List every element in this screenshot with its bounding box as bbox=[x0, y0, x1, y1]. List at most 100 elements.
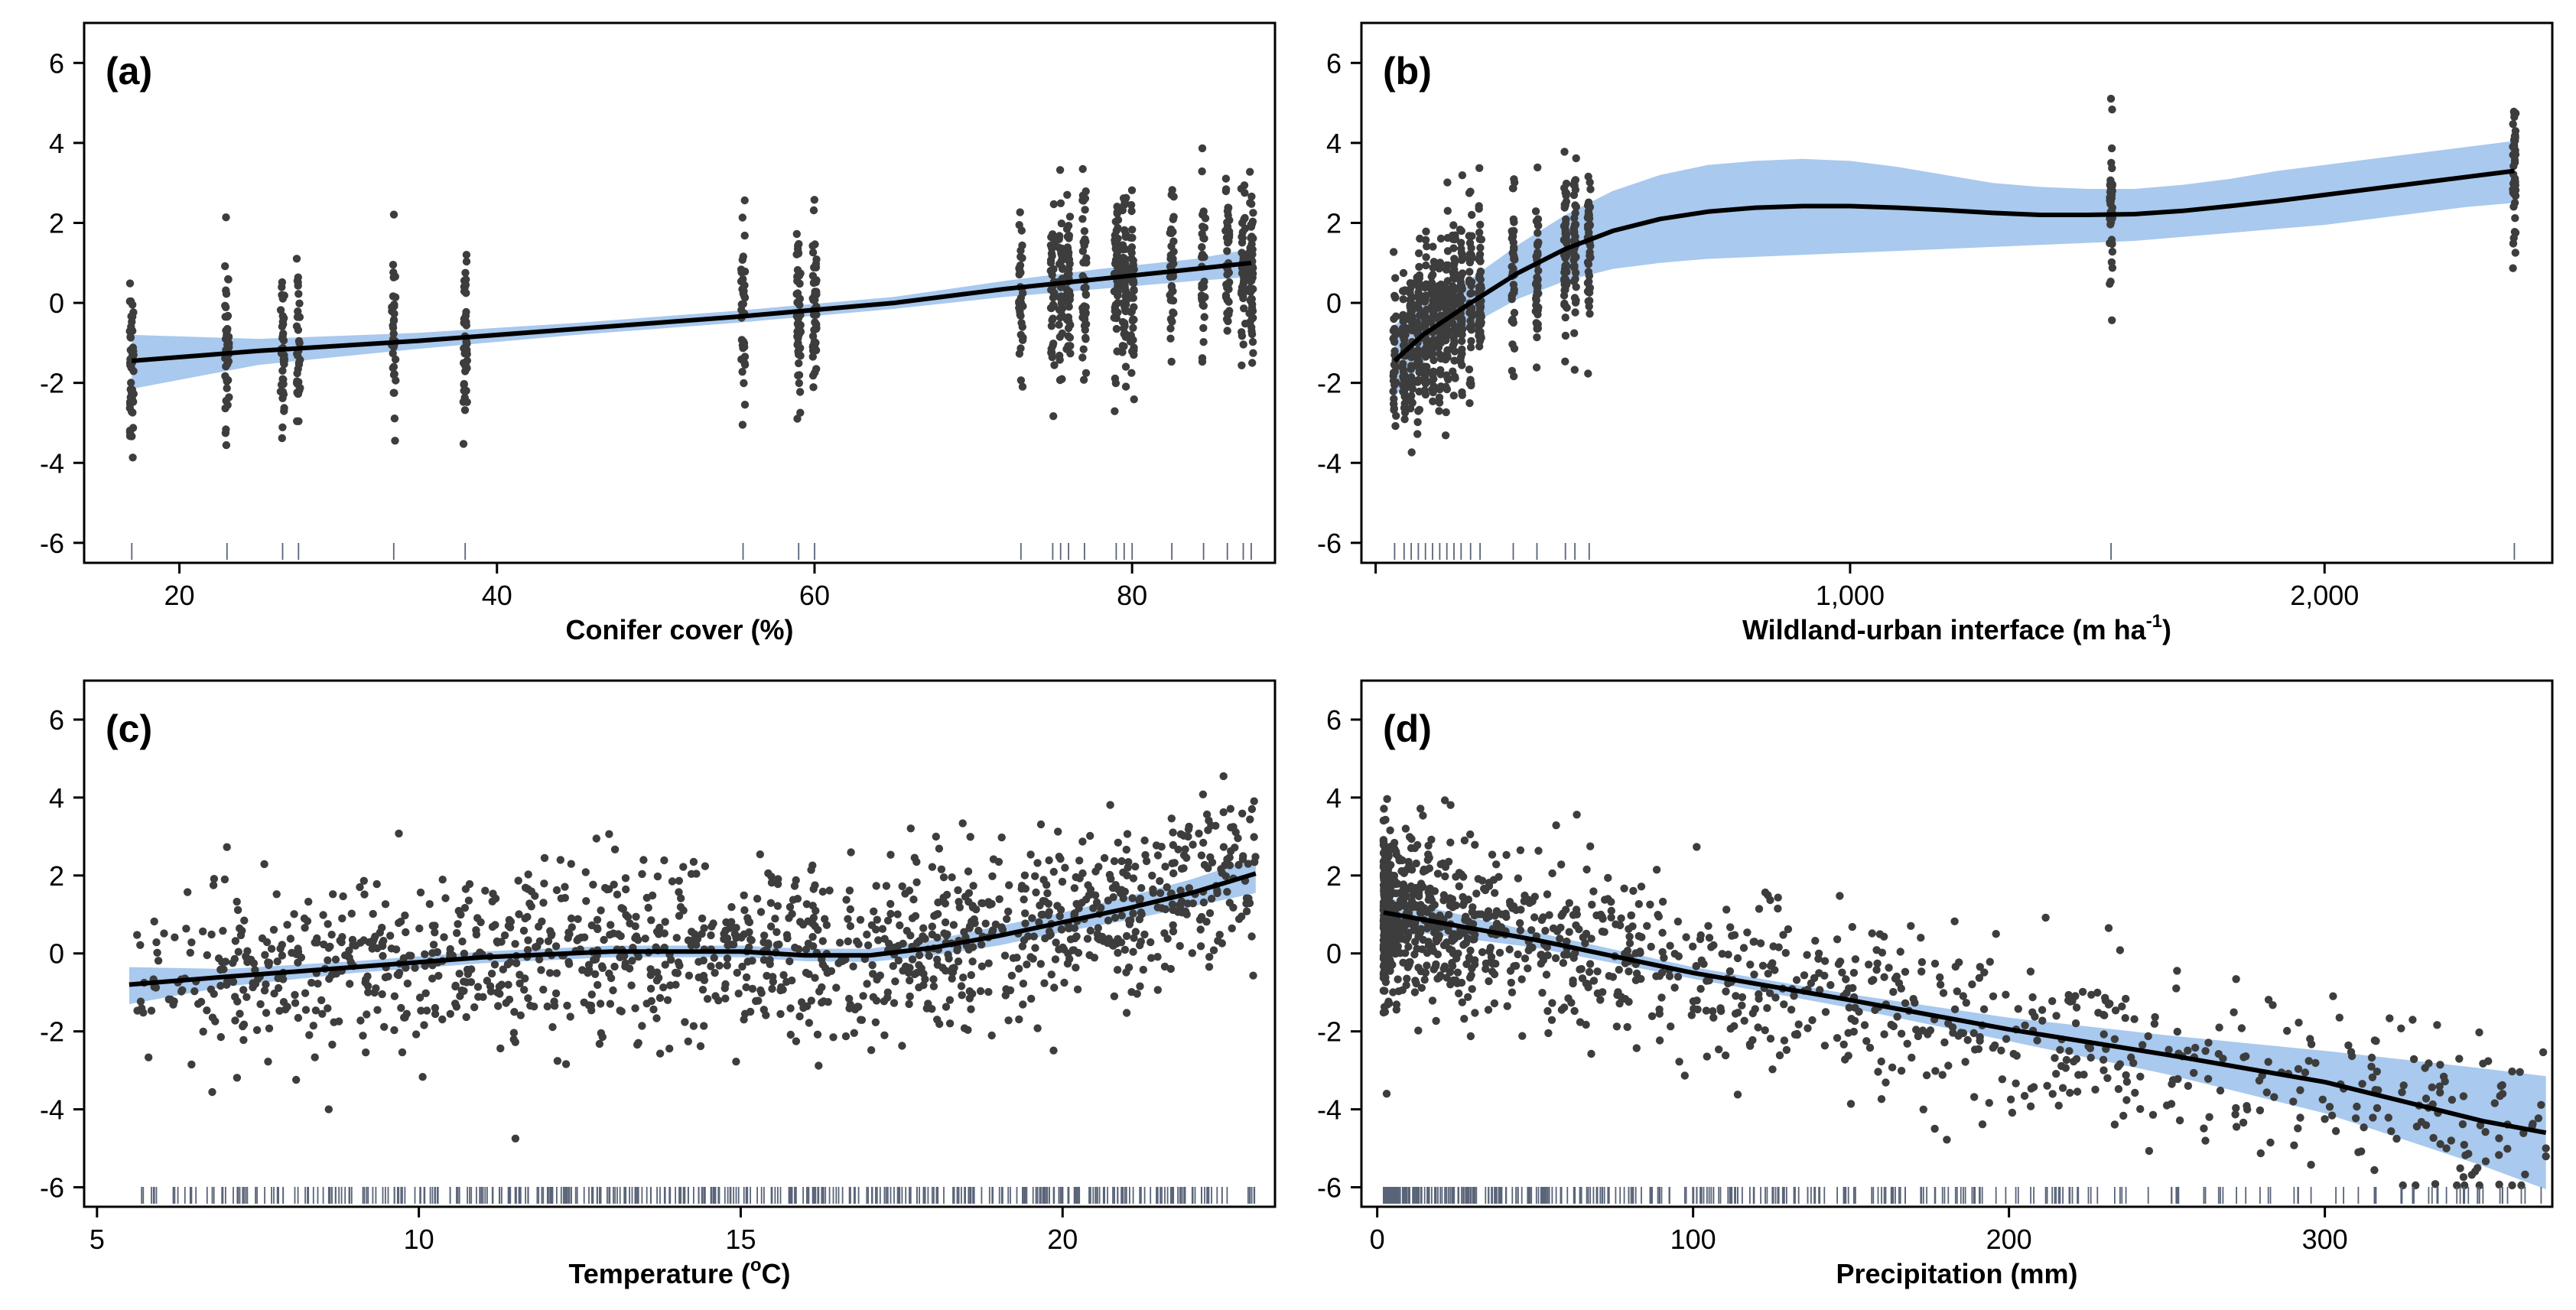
residual-point bbox=[1219, 843, 1228, 851]
residual-point bbox=[1419, 935, 1428, 944]
residual-point bbox=[362, 975, 370, 984]
residual-point bbox=[1442, 371, 1451, 379]
residual-point bbox=[721, 994, 730, 1003]
residual-point bbox=[910, 853, 919, 862]
residual-point bbox=[1129, 336, 1137, 344]
residual-point bbox=[874, 936, 883, 944]
residual-point bbox=[1954, 1032, 1963, 1040]
residual-point bbox=[2294, 1065, 2303, 1074]
residual-point bbox=[1403, 974, 1411, 983]
residual-point bbox=[1466, 343, 1475, 352]
residual-point bbox=[844, 915, 852, 923]
residual-point bbox=[1407, 448, 1416, 457]
residual-point bbox=[1465, 399, 1474, 408]
residual-point bbox=[1128, 226, 1137, 234]
residual-point bbox=[2442, 1144, 2451, 1152]
residual-point bbox=[411, 964, 419, 972]
residual-point bbox=[1083, 935, 1092, 943]
residual-point bbox=[616, 953, 624, 962]
residual-point bbox=[1063, 295, 1072, 304]
residual-point bbox=[1032, 888, 1040, 897]
residual-point bbox=[128, 408, 136, 416]
residual-point bbox=[1587, 1049, 1595, 1058]
residual-point bbox=[1095, 935, 1104, 944]
residual-point bbox=[1021, 884, 1030, 893]
residual-point bbox=[1130, 315, 1138, 324]
residual-point bbox=[2232, 975, 2240, 983]
residual-point bbox=[1692, 961, 1700, 970]
residual-point bbox=[1442, 385, 1452, 394]
residual-point bbox=[2048, 1090, 2057, 1098]
residual-point bbox=[1880, 973, 1888, 981]
residual-point bbox=[2111, 1006, 2120, 1015]
residual-point bbox=[1019, 980, 1028, 988]
residual-point bbox=[2175, 1116, 2184, 1125]
residual-point bbox=[2002, 1035, 2011, 1043]
residual-point bbox=[2121, 1014, 2129, 1022]
residual-point bbox=[2200, 1124, 2208, 1133]
residual-point bbox=[2294, 1124, 2302, 1133]
residual-point bbox=[773, 902, 782, 910]
residual-points bbox=[125, 144, 1257, 462]
residual-point bbox=[1851, 955, 1860, 964]
residual-point bbox=[1129, 909, 1137, 918]
residual-point bbox=[1198, 242, 1206, 252]
residual-point bbox=[1766, 1035, 1775, 1043]
residual-point bbox=[1199, 790, 1208, 799]
residual-point bbox=[197, 997, 206, 1006]
residual-point bbox=[380, 1022, 389, 1032]
residual-point bbox=[2108, 316, 2116, 324]
residual-point bbox=[1598, 927, 1607, 936]
residual-point bbox=[392, 945, 401, 954]
residual-point bbox=[1969, 1029, 1978, 1038]
residual-point bbox=[1416, 909, 1425, 917]
residual-point bbox=[814, 925, 822, 935]
residual-point bbox=[825, 886, 834, 895]
residual-point bbox=[1505, 945, 1514, 954]
residual-point bbox=[1112, 240, 1121, 249]
residual-point bbox=[1556, 935, 1564, 943]
residual-point bbox=[234, 948, 242, 956]
residual-point bbox=[1237, 289, 1246, 298]
residual-point bbox=[2296, 1113, 2304, 1122]
residual-point bbox=[863, 980, 871, 988]
residual-point bbox=[1563, 278, 1571, 286]
residual-point bbox=[1247, 805, 1257, 814]
residual-point bbox=[1450, 337, 1459, 346]
residual-point bbox=[1436, 234, 1446, 243]
residual-point bbox=[1457, 249, 1466, 257]
residual-point bbox=[818, 887, 828, 896]
residual-point bbox=[1201, 214, 1210, 223]
residual-point bbox=[2311, 1058, 2320, 1068]
residual-point bbox=[2387, 1127, 2395, 1136]
residual-point bbox=[845, 994, 854, 1003]
residual-point bbox=[2026, 967, 2035, 976]
residual-point bbox=[461, 347, 470, 356]
residual-point bbox=[290, 910, 298, 918]
residual-point bbox=[233, 905, 242, 915]
residual-point bbox=[1559, 959, 1568, 967]
residual-point bbox=[301, 989, 310, 997]
residual-point bbox=[531, 892, 539, 900]
residual-point bbox=[1556, 923, 1565, 932]
residual-point bbox=[1152, 841, 1161, 850]
residual-point bbox=[703, 995, 712, 1003]
residual-point bbox=[1414, 1026, 1423, 1035]
residual-point bbox=[1127, 186, 1137, 194]
residual-point bbox=[545, 969, 555, 977]
residual-point bbox=[1506, 900, 1514, 909]
residual-point bbox=[1978, 1120, 1987, 1129]
residual-point bbox=[1205, 963, 1214, 971]
residual-point bbox=[395, 829, 403, 838]
residual-point bbox=[1808, 1016, 1817, 1025]
residual-point bbox=[965, 924, 974, 932]
residual-point bbox=[462, 1013, 470, 1022]
residual-point bbox=[216, 1032, 225, 1042]
residual-point bbox=[1422, 227, 1430, 236]
residual-point bbox=[740, 1016, 748, 1024]
residual-point bbox=[2190, 1068, 2198, 1078]
residual-point bbox=[2204, 1039, 2213, 1047]
residual-point bbox=[520, 986, 529, 994]
residual-point bbox=[1423, 346, 1431, 354]
residual-point bbox=[967, 970, 976, 980]
